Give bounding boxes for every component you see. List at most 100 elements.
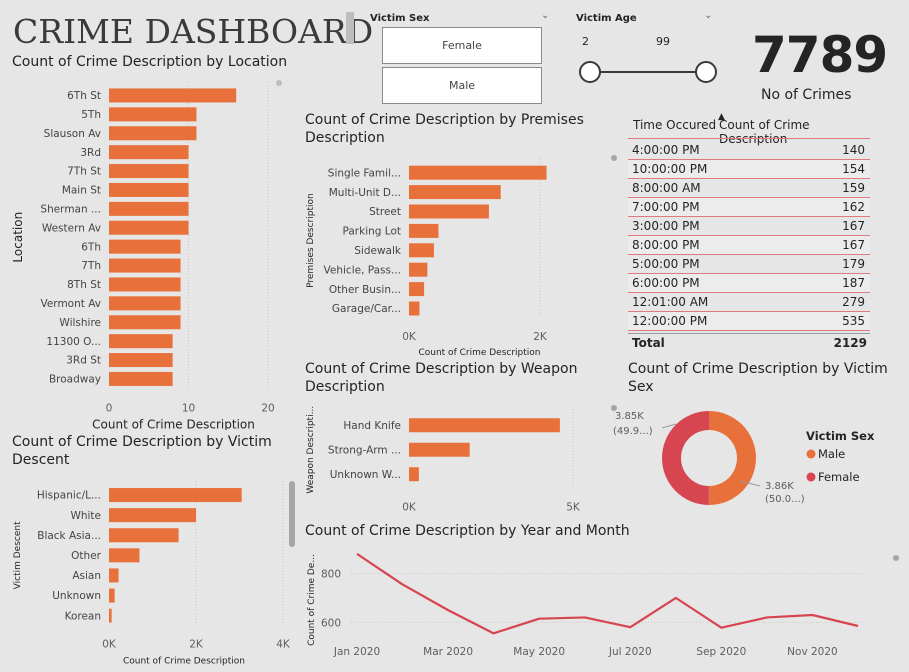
chevron-down-icon[interactable]: ⌄	[704, 10, 713, 21]
bar	[409, 442, 470, 457]
victim-sex-donut-chart: 3.86K (50.0...) 3.85K (49.9...) Victim Sex Ma…	[613, 411, 875, 505]
category-label: Wilshire	[59, 317, 101, 329]
x-axis-title: Count of Crime Description	[123, 657, 245, 667]
weapon-chart-title: Count of Crime Description by Weapon Des…	[305, 361, 578, 395]
bar	[109, 528, 179, 543]
x-tick-label: Sep 2020	[696, 646, 746, 658]
x-tick-label: 0K	[402, 502, 417, 514]
category-label: Slauson Av	[44, 128, 101, 140]
table-row[interactable]: 4:00:00 PM 140	[628, 141, 870, 160]
count-cell: 140	[842, 143, 865, 157]
category-label: Sherman ...	[40, 204, 101, 216]
leader-line	[739, 480, 761, 487]
x-tick-label: May 2020	[513, 646, 565, 658]
bar	[109, 508, 196, 523]
time-cell: 5:00:00 PM	[632, 257, 700, 271]
category-label: Main St	[62, 185, 101, 197]
bar	[109, 371, 173, 386]
category-label: Vermont Av	[40, 298, 101, 310]
table-row[interactable]: 8:00:00 AM 159	[628, 179, 870, 198]
bar	[109, 107, 197, 122]
age-max-input[interactable]: 99	[656, 35, 670, 48]
line-scroll-handle[interactable]	[893, 555, 899, 561]
page-scrollbar-thumb[interactable]	[289, 481, 295, 547]
category-label: White	[70, 510, 101, 522]
table-row[interactable]: 5:00:00 PM 179	[628, 255, 870, 274]
category-label: 7Th	[81, 260, 101, 272]
category-label: Vehicle, Pass...	[324, 264, 401, 276]
category-label: Broadway	[49, 374, 101, 386]
location-scroll-handle[interactable]	[276, 80, 282, 86]
category-label: Unknown	[52, 590, 101, 602]
donut-slice-female	[661, 411, 709, 505]
table-scroll-handle[interactable]	[611, 155, 617, 161]
bar	[109, 182, 189, 197]
y-axis-title: Premises Description	[306, 193, 316, 288]
bar	[409, 243, 434, 258]
x-tick-label: Jan 2020	[333, 646, 380, 658]
x-tick-label: 5K	[566, 502, 581, 514]
y-axis-title: Count of Crime De...	[307, 554, 317, 646]
bar	[109, 220, 189, 235]
descent-chart-title: Count of Crime Description by Victim Des…	[12, 434, 272, 468]
table-row[interactable]: 12:00:00 PM 535	[628, 312, 870, 331]
age-range-slider[interactable]	[576, 58, 722, 86]
victim-sex-slicer-label: Victim Sex	[370, 13, 430, 24]
sort-arrow-icon[interactable]: ▲	[718, 112, 725, 122]
bar	[109, 126, 197, 141]
leader-line	[661, 423, 677, 429]
filter-male-button[interactable]: Male	[382, 67, 542, 104]
descent-bar-chart: 0K 2K 4K Hispanic/L... White Black Asia... Oth…	[13, 481, 291, 667]
bar	[109, 164, 189, 179]
legend-label: Male	[818, 447, 845, 461]
age-min-input[interactable]: 2	[582, 35, 589, 48]
table-row[interactable]: 10:00:00 PM 154	[628, 160, 870, 179]
x-tick-label: 0K	[102, 639, 117, 651]
category-label: Black Asia...	[37, 530, 101, 542]
bar	[409, 282, 425, 297]
donut-scroll-handle[interactable]	[611, 405, 617, 411]
weapon-bar-chart: 0K 5K Hand Knife Strong-Arm ... Unknown W...…	[306, 406, 581, 514]
count-cell: 159	[842, 181, 865, 195]
bar	[109, 488, 242, 503]
bar	[109, 548, 140, 563]
time-cell: 12:01:00 AM	[632, 295, 709, 309]
legend-marker	[806, 472, 816, 482]
category-label: 5Th	[81, 109, 101, 121]
count-cell: 167	[842, 238, 865, 252]
x-tick-label: 2K	[189, 639, 204, 651]
category-label: Other Busin...	[329, 284, 401, 296]
age-min-handle[interactable]	[579, 61, 601, 83]
legend-marker	[806, 449, 816, 459]
filter-female-button[interactable]: Female	[382, 27, 542, 64]
bar	[109, 334, 173, 349]
bar	[109, 568, 119, 583]
data-label: 3.85K	[615, 411, 644, 422]
table-header-count[interactable]: Count of Crime Description	[719, 118, 810, 146]
bar	[409, 262, 428, 277]
table-header-time[interactable]: Time Occured	[633, 118, 717, 132]
kpi-label: No of Crimes	[761, 87, 852, 103]
table-row[interactable]: 7:00:00 PM 162	[628, 198, 870, 217]
time-cell: 8:00:00 AM	[632, 181, 701, 195]
chevron-down-icon[interactable]: ⌄	[541, 10, 550, 21]
x-tick-label: Nov 2020	[787, 646, 838, 658]
table-row[interactable]: 3:00:00 PM 167	[628, 217, 870, 236]
time-cell: 10:00:00 PM	[632, 162, 708, 176]
table-row[interactable]: 8:00:00 PM 167	[628, 236, 870, 255]
bar	[109, 239, 181, 254]
count-cell: 187	[842, 276, 865, 290]
x-tick-label: Mar 2020	[423, 646, 473, 658]
table-total-label: Total	[632, 336, 665, 350]
x-tick-label: 4K	[276, 639, 291, 651]
table-row[interactable]: 12:01:00 AM 279	[628, 293, 870, 312]
category-label: Strong-Arm ...	[328, 444, 401, 456]
bar	[409, 185, 501, 200]
x-tick-label: 0	[106, 402, 113, 414]
y-tick-label: 600	[321, 617, 341, 629]
data-label: (49.9...)	[613, 426, 653, 437]
age-max-handle[interactable]	[695, 61, 717, 83]
time-cell: 12:00:00 PM	[632, 314, 708, 328]
table-row[interactable]: 6:00:00 PM 187	[628, 274, 870, 293]
x-tick-label: 10	[182, 402, 195, 414]
